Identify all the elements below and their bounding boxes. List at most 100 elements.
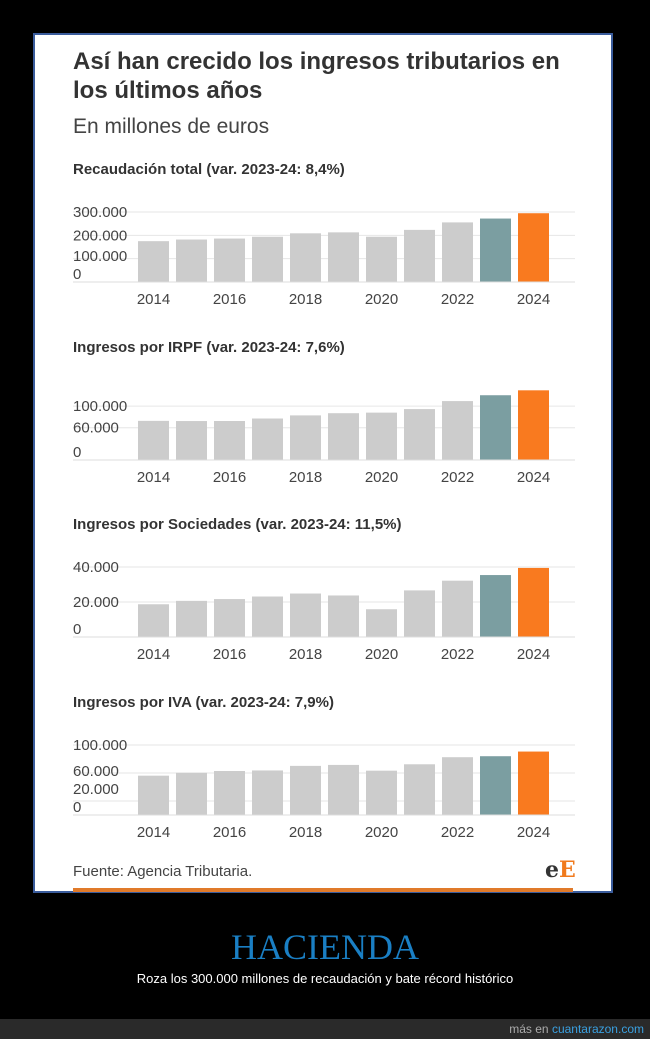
subtitle: En millones de euros [73,115,270,138]
bar-2024 [518,567,549,637]
site-footer: más en cuantarazon.com [0,1019,650,1039]
bar-2015 [176,772,207,815]
footer-text: más en cuantarazon.com [509,1022,644,1036]
x-tick-label: 2014 [137,646,170,663]
source-note: Fuente: Agencia Tributaria. [73,863,253,880]
bar-2021 [404,409,435,460]
bar-2021 [404,764,435,815]
bar-2018 [290,765,321,815]
bar-2020 [366,412,397,460]
x-tick-label: 2016 [213,291,246,308]
bar-2017 [252,596,283,637]
x-tick-label: 2020 [365,291,398,308]
y-tick-label: 300.000 [73,204,127,221]
bar-2016 [214,771,245,815]
bar-2019 [328,764,359,815]
bar-2022 [442,401,473,460]
x-tick-label: 2024 [517,646,550,663]
bar-2023 [480,756,511,815]
y-tick-label: 60.000 [73,763,119,780]
bar-2016 [214,421,245,460]
bar-2018 [290,233,321,282]
y-tick-label: 20.000 [73,781,119,798]
chart-title-irpf: Ingresos por IRPF (var. 2023-24: 7,6%) [73,339,345,356]
bar-2019 [328,232,359,282]
x-tick-label: 2020 [365,469,398,486]
footer-prefix: más en [509,1022,552,1036]
chart-title-sociedades: Ingresos por Sociedades (var. 2023-24: 1… [73,516,402,533]
x-tick-label: 2022 [441,824,474,841]
page-title: Así han crecido los ingresos tributarios… [73,48,560,104]
y-tick-label: 20.000 [73,594,119,611]
x-tick-label: 2014 [137,824,170,841]
bar-2023 [480,218,511,282]
y-tick-label: 200.000 [73,227,127,244]
bar-2024 [518,751,549,815]
bar-2014 [138,420,169,460]
bar-2017 [252,418,283,460]
bar-2018 [290,415,321,460]
site-link[interactable]: cuantarazon.com [551,1022,644,1036]
chart-sociedades: 0 20.000 40.000 2014 2016 2018 2020 2022 2024 [73,559,575,663]
bar-2016 [214,599,245,637]
bar-2016 [214,238,245,282]
bar-2023 [480,395,511,460]
x-tick-label: 2022 [441,646,474,663]
x-tick-label: 2020 [365,824,398,841]
x-tick-label: 2016 [213,824,246,841]
bar-2020 [366,236,397,282]
x-tick-label: 2018 [289,646,322,663]
publisher-logo: eE [545,857,576,883]
bar-2022 [442,757,473,815]
x-tick-label: 2020 [365,646,398,663]
bar-2024 [518,390,549,460]
meme-tagline: Roza los 300.000 millones de recaudación… [136,971,514,986]
bar-2015 [176,239,207,282]
x-tick-label: 2024 [517,291,550,308]
chart-irpf: 0 60.000 100.000 2014 2016 2018 2020 2022 2024 [73,390,575,486]
x-tick-label: 2018 [289,824,322,841]
bar-2019 [328,413,359,460]
x-tick-label: 2016 [213,646,246,663]
x-tick-label: 2018 [289,291,322,308]
bar-2021 [404,590,435,637]
bar-2017 [252,236,283,282]
bar-2019 [328,595,359,637]
x-tick-label: 2014 [137,291,170,308]
bar-2020 [366,770,397,815]
y-tick-label: 0 [73,444,81,461]
bar-2018 [290,593,321,637]
bar-2022 [442,222,473,282]
infographic-card: Así han crecido los ingresos tributarios… [33,33,613,893]
y-tick-label: 60.000 [73,420,119,437]
bar-2015 [176,600,207,637]
x-tick-label: 2024 [517,824,550,841]
y-tick-label: 0 [73,621,81,638]
x-tick-label: 2024 [517,469,550,486]
y-tick-label: 100.000 [73,248,127,265]
y-tick-label: 100.000 [73,737,127,754]
bar-2020 [366,609,397,637]
y-tick-label: 0 [73,799,81,816]
bar-2023 [480,575,511,637]
bar-2024 [518,213,549,282]
bar-2021 [404,229,435,282]
bar-2017 [252,770,283,815]
bar-2014 [138,604,169,637]
bar-2014 [138,775,169,815]
bar-2022 [442,580,473,637]
chart-title-iva: Ingresos por IVA (var. 2023-24: 7,9%) [73,694,334,711]
divider [73,888,573,892]
x-tick-label: 2014 [137,469,170,486]
x-tick-label: 2022 [441,291,474,308]
meme-title: HACIENDA [231,927,419,967]
bar-2015 [176,421,207,460]
y-tick-label: 0 [73,266,81,283]
y-tick-label: 40.000 [73,559,119,576]
bar-2014 [138,241,169,282]
x-tick-label: 2018 [289,469,322,486]
y-tick-label: 100.000 [73,398,127,415]
x-tick-label: 2022 [441,469,474,486]
